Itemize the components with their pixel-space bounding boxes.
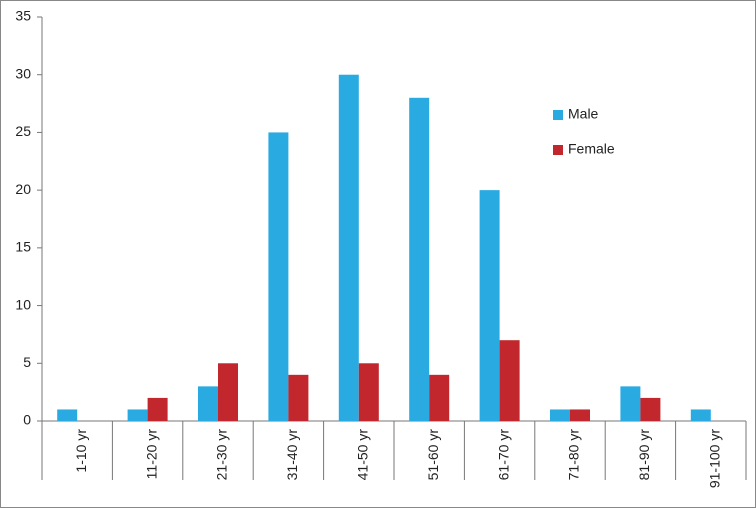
bar <box>499 340 520 421</box>
y-tick-label: 20 <box>15 181 31 197</box>
bar <box>288 374 309 421</box>
y-tick-label: 25 <box>15 123 31 139</box>
x-tick-label: 11-20 yr <box>143 429 159 480</box>
bar <box>550 409 570 421</box>
y-tick-label: 10 <box>15 296 31 312</box>
bar <box>620 386 641 421</box>
x-tick-label: 31-40 yr <box>284 429 300 481</box>
legend-label: Male <box>568 106 599 122</box>
y-tick-label: 0 <box>23 412 31 428</box>
legend-label: Female <box>568 141 615 157</box>
x-tick-label: 71-80 yr <box>566 429 582 481</box>
bar <box>198 386 218 421</box>
x-tick-label: 61-70 yr <box>495 429 511 481</box>
bar <box>690 409 711 421</box>
bar <box>338 74 359 421</box>
bar <box>268 132 289 421</box>
bar <box>358 363 379 421</box>
y-tick-label: 35 <box>15 8 31 24</box>
bar <box>127 409 148 421</box>
bar <box>218 363 238 421</box>
x-tick-label: 1-10 yr <box>73 429 89 473</box>
x-tick-label: 91-100 yr <box>707 429 723 488</box>
bar <box>479 190 500 421</box>
legend-swatch <box>553 110 563 120</box>
bar <box>640 397 661 421</box>
bar <box>429 374 450 421</box>
x-tick-label: 41-50 yr <box>355 429 371 481</box>
x-tick-label: 51-60 yr <box>425 429 441 481</box>
x-tick-label: 81-90 yr <box>636 429 652 481</box>
y-tick-label: 30 <box>15 65 31 81</box>
bar <box>409 97 430 422</box>
legend-swatch <box>553 145 563 155</box>
y-tick-label: 5 <box>23 354 31 370</box>
bar <box>57 409 78 421</box>
bar <box>147 397 168 421</box>
y-tick-label: 15 <box>15 239 31 255</box>
x-tick-label: 21-30 yr <box>214 429 230 481</box>
bar <box>570 409 590 421</box>
